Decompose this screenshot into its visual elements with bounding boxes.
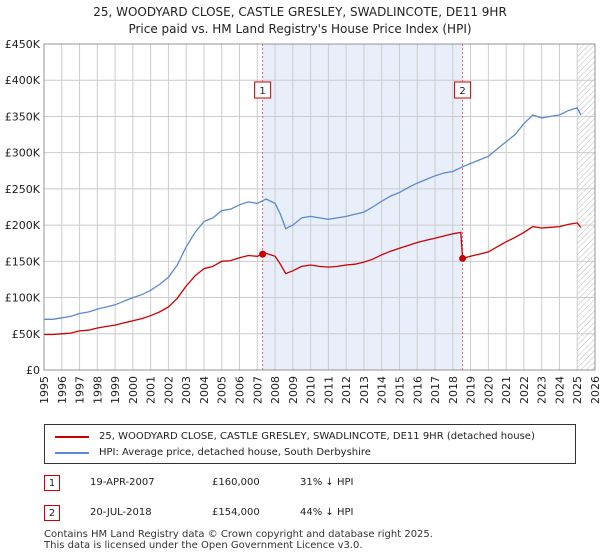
hpi-series-line	[44, 107, 582, 320]
x-tick-label: 2021	[500, 376, 513, 404]
legend-property-label: 25, WOODYARD CLOSE, CASTLE GRESLEY, SWAD…	[99, 431, 535, 442]
property-line-swatch	[55, 435, 89, 438]
y-tick-label: £0	[26, 364, 40, 377]
title-line-2: Price paid vs. HM Land Registry's House …	[128, 22, 472, 36]
property-series-line	[44, 222, 582, 336]
future-hatch-region	[577, 44, 595, 370]
sale-row-2: 2 20-JUL-2018 £154,000 44% ↓ HPI	[44, 505, 584, 523]
sale-price: £154,000	[212, 507, 260, 518]
x-tick-label: 2001	[145, 376, 158, 404]
sale-row-1: 1 19-APR-2007 £160,000 31% ↓ HPI	[44, 475, 584, 493]
price-chart: £0 £50K £100K £150K £200K £250K £300K £350K £400…	[5, 38, 600, 404]
footer-line-2: This data is licensed under the Open Gov…	[44, 540, 363, 551]
x-tick-label: 2022	[518, 376, 531, 404]
x-tick-label: 2019	[465, 376, 478, 404]
x-tick-label: 1997	[74, 376, 87, 404]
hpi-line-swatch	[55, 451, 89, 454]
legend-item-hpi: HPI: Average price, detached house, Sout…	[55, 447, 371, 458]
x-tick-label: 2008	[269, 376, 282, 404]
x-tick-label: 2006	[234, 376, 247, 404]
x-tick-label: 1996	[56, 376, 69, 404]
legend: 25, WOODYARD CLOSE, CASTLE GRESLEY, SWAD…	[44, 424, 576, 464]
x-tick-label: 2000	[127, 376, 140, 404]
x-tick-label: 2002	[162, 376, 175, 404]
x-tick-label: 2009	[287, 376, 300, 404]
footer-line-1: Contains HM Land Registry data © Crown c…	[44, 529, 433, 540]
shaded-ownership-region	[262, 44, 463, 370]
y-tick-label: £450K	[5, 38, 41, 51]
footer: Contains HM Land Registry data © Crown c…	[44, 529, 433, 551]
x-tick-label: 2018	[447, 376, 460, 404]
y-tick-label: £250K	[5, 183, 41, 196]
x-tick-label: 2025	[571, 376, 584, 404]
y-tick-label: £400K	[5, 74, 41, 87]
y-tick-label: £150K	[5, 255, 41, 268]
x-tick-label: 1995	[38, 376, 51, 404]
x-tick-label: 2014	[376, 376, 389, 404]
x-tick-label: 2016	[411, 376, 424, 404]
x-tick-label: 2023	[536, 376, 549, 404]
y-tick-label: £300K	[5, 147, 41, 160]
y-tick-label: £100K	[5, 292, 41, 305]
x-tick-label: 2020	[482, 376, 495, 404]
sale-badge: 1	[44, 475, 60, 491]
sale-point	[459, 254, 467, 262]
x-tick-label: 2024	[553, 376, 566, 404]
x-tick-label: 1998	[91, 376, 104, 404]
x-tick-label: 2012	[340, 376, 353, 404]
x-tick-label: 2017	[429, 376, 442, 404]
sale-annotation-label: 2	[459, 86, 465, 97]
x-tick-label: 2013	[358, 376, 371, 404]
sale-annotation-box	[454, 81, 472, 99]
x-tick-label: 1999	[109, 376, 122, 404]
sale-date: 19-APR-2007	[90, 477, 155, 488]
sale-badge: 2	[44, 505, 60, 521]
chart-title: 25, WOODYARD CLOSE, CASTLE GRESLEY, SWAD…	[0, 4, 600, 38]
legend-item-property: 25, WOODYARD CLOSE, CASTLE GRESLEY, SWAD…	[55, 431, 535, 442]
plot-border	[43, 43, 596, 371]
sale-price: £160,000	[212, 477, 260, 488]
sale-point	[259, 250, 267, 258]
x-tick-label: 2015	[393, 376, 406, 404]
y-tick-label: £350K	[5, 110, 41, 123]
sale-annotation-label: 1	[259, 86, 265, 97]
sale-hpi-diff: 31% ↓ HPI	[300, 477, 354, 488]
sale-annotation-box	[254, 81, 272, 99]
x-tick-label: 2010	[305, 376, 318, 404]
sale-date: 20-JUL-2018	[90, 507, 152, 518]
y-tick-label: £200K	[5, 219, 41, 232]
x-tick-label: 2007	[251, 376, 264, 404]
x-tick-label: 2011	[322, 376, 335, 404]
sale-hpi-diff: 44% ↓ HPI	[300, 507, 354, 518]
x-tick-label: 2004	[198, 376, 211, 404]
x-tick-label: 2003	[180, 376, 193, 404]
title-line-1: 25, WOODYARD CLOSE, CASTLE GRESLEY, SWAD…	[93, 5, 507, 19]
x-tick-label: 2005	[216, 376, 229, 404]
x-tick-label: 2026	[589, 376, 600, 404]
y-tick-label: £50K	[12, 328, 41, 341]
legend-hpi-label: HPI: Average price, detached house, Sout…	[99, 447, 371, 458]
